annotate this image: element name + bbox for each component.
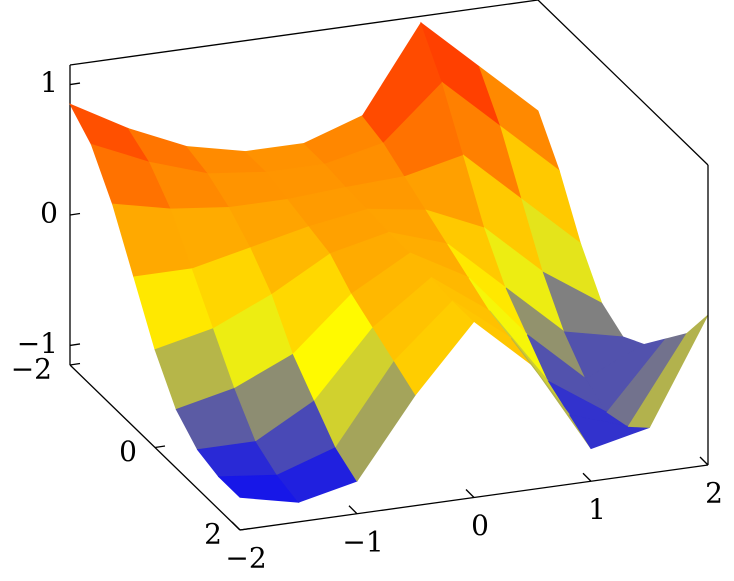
- y-tick-label: 0: [119, 435, 137, 468]
- z-tick: [69, 82, 81, 86]
- y-tick-label: 2: [204, 518, 222, 551]
- x-tick-label: 0: [471, 509, 489, 542]
- x-tick-label: −1: [342, 525, 383, 558]
- y-tick: [239, 527, 251, 531]
- x-tick: [699, 456, 709, 466]
- x-tick: [231, 521, 241, 531]
- x-tick-label: 1: [588, 493, 606, 526]
- z-tick: [69, 343, 81, 347]
- x-tick-label: 2: [705, 477, 723, 510]
- axis-line: [69, 0, 539, 66]
- x-tick-label: −2: [225, 542, 266, 575]
- y-tick-label: −2: [11, 353, 52, 386]
- x-tick: [582, 472, 592, 482]
- z-tick-label: −1: [17, 327, 58, 360]
- x-tick: [348, 505, 358, 515]
- x-tick: [465, 489, 475, 498]
- z-tick: [69, 212, 81, 216]
- y-tick: [69, 362, 81, 366]
- axis-line: [537, 0, 709, 166]
- y-tick: [154, 445, 166, 449]
- z-tick-label: 0: [40, 197, 58, 230]
- z-tick-label: 1: [40, 66, 58, 99]
